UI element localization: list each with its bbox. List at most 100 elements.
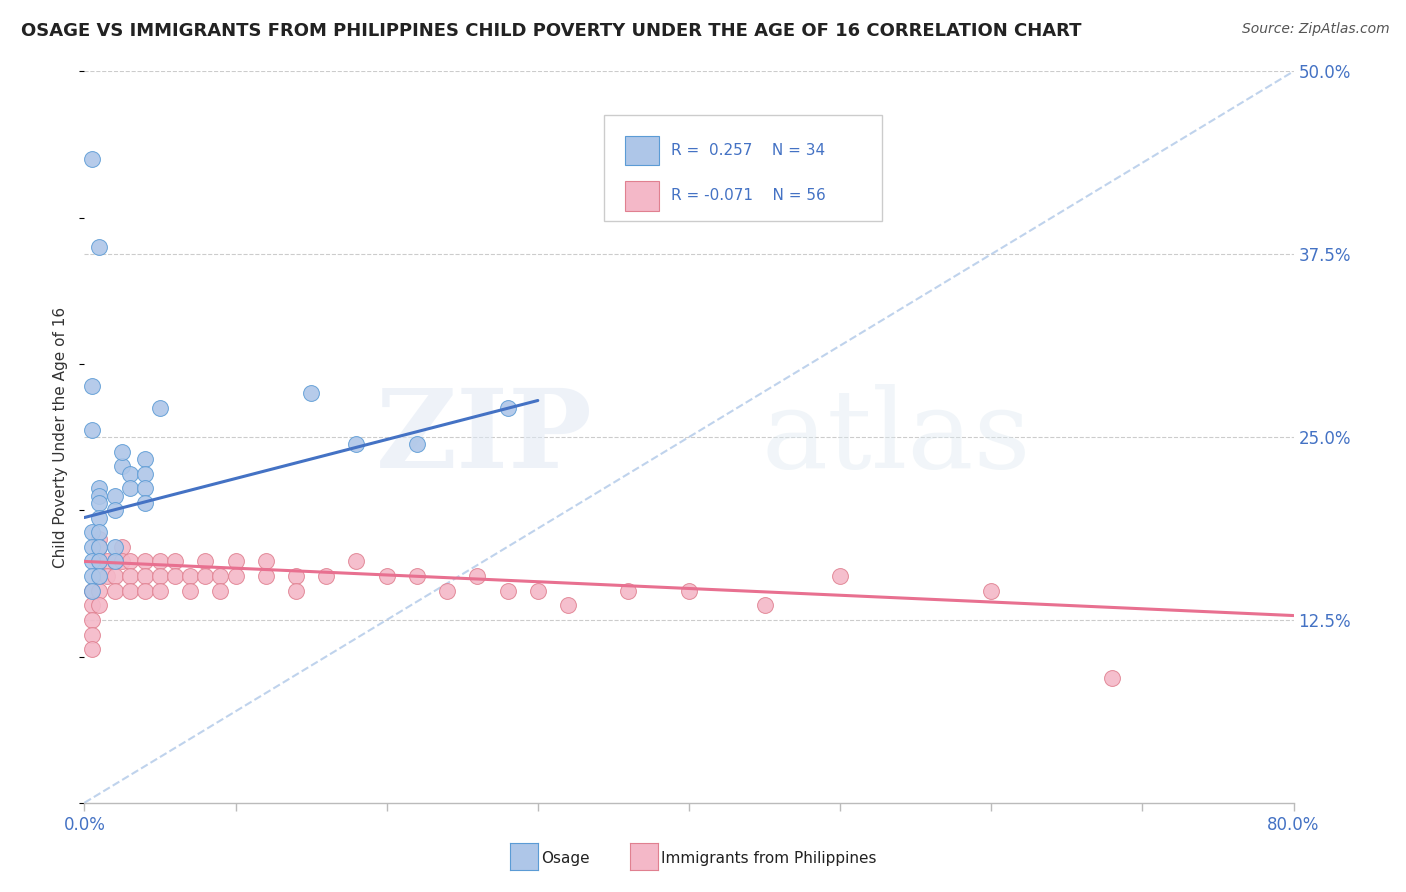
Point: [80, 599, 103, 613]
Point: [467, 569, 489, 583]
Point: [165, 554, 187, 568]
Point: [165, 569, 187, 583]
Point: [89, 510, 111, 524]
Point: [134, 569, 156, 583]
Point: [111, 540, 134, 554]
Point: [179, 583, 201, 598]
Point: [209, 583, 232, 598]
Point: [149, 401, 172, 415]
Point: [179, 569, 201, 583]
Point: [80, 379, 103, 393]
Point: [89, 489, 111, 503]
Point: [346, 437, 368, 451]
Point: [89, 240, 111, 254]
Point: [527, 583, 550, 598]
Point: [80, 525, 103, 540]
Text: Source: ZipAtlas.com: Source: ZipAtlas.com: [1241, 22, 1389, 37]
Point: [111, 554, 134, 568]
Point: [254, 569, 277, 583]
Point: [118, 554, 141, 568]
Bar: [624, 181, 659, 211]
Point: [89, 525, 111, 540]
Point: [194, 554, 217, 568]
Point: [96, 554, 118, 568]
Point: [134, 583, 156, 598]
Point: [118, 583, 141, 598]
Point: [285, 569, 308, 583]
Point: [617, 583, 640, 598]
Point: [80, 152, 103, 166]
Point: [80, 569, 103, 583]
Point: [225, 569, 247, 583]
Text: Osage: Osage: [541, 852, 591, 866]
Point: [111, 459, 134, 474]
Point: [346, 554, 368, 568]
Point: [104, 583, 127, 598]
Point: [89, 540, 111, 554]
Point: [80, 613, 103, 627]
Point: [80, 642, 103, 657]
Point: [104, 569, 127, 583]
Text: OSAGE VS IMMIGRANTS FROM PHILIPPINES CHILD POVERTY UNDER THE AGE OF 16 CORRELATI: OSAGE VS IMMIGRANTS FROM PHILIPPINES CHI…: [21, 22, 1081, 40]
Point: [118, 481, 141, 495]
Point: [225, 554, 247, 568]
Text: Immigrants from Philippines: Immigrants from Philippines: [661, 852, 876, 866]
Point: [80, 627, 103, 641]
Point: [104, 554, 127, 568]
Point: [149, 583, 172, 598]
Text: R = -0.071    N = 56: R = -0.071 N = 56: [671, 188, 825, 203]
Point: [285, 583, 308, 598]
Y-axis label: Child Poverty Under the Age of 16: Child Poverty Under the Age of 16: [53, 307, 69, 567]
Text: ZIP: ZIP: [375, 384, 592, 491]
Point: [557, 599, 579, 613]
Point: [315, 569, 337, 583]
Point: [980, 583, 1002, 598]
Point: [80, 583, 103, 598]
Point: [80, 540, 103, 554]
Point: [89, 569, 111, 583]
Point: [436, 583, 458, 598]
Point: [89, 554, 111, 568]
Point: [406, 437, 429, 451]
Point: [104, 554, 127, 568]
Point: [1101, 672, 1123, 686]
Point: [678, 583, 700, 598]
Point: [149, 554, 172, 568]
Point: [96, 569, 118, 583]
Point: [496, 401, 519, 415]
Point: [134, 481, 156, 495]
FancyBboxPatch shape: [605, 115, 883, 221]
Point: [89, 481, 111, 495]
Point: [89, 569, 111, 583]
Point: [104, 540, 127, 554]
Point: [104, 489, 127, 503]
Point: [80, 423, 103, 437]
Point: [134, 467, 156, 481]
Point: [149, 569, 172, 583]
Point: [89, 533, 111, 547]
Point: [134, 554, 156, 568]
Point: [118, 569, 141, 583]
Point: [134, 496, 156, 510]
Point: [496, 583, 519, 598]
Point: [299, 386, 322, 401]
Point: [406, 569, 429, 583]
Point: [111, 444, 134, 458]
Point: [830, 569, 852, 583]
Point: [89, 599, 111, 613]
Point: [89, 496, 111, 510]
Text: R =  0.257    N = 34: R = 0.257 N = 34: [671, 143, 825, 158]
Point: [80, 583, 103, 598]
Point: [89, 554, 111, 568]
Point: [754, 599, 776, 613]
Point: [89, 583, 111, 598]
Point: [89, 540, 111, 554]
Point: [104, 503, 127, 517]
Point: [254, 554, 277, 568]
Point: [209, 569, 232, 583]
Bar: [624, 136, 659, 165]
Text: atlas: atlas: [762, 384, 1031, 491]
Point: [134, 452, 156, 467]
Point: [118, 467, 141, 481]
Point: [194, 569, 217, 583]
